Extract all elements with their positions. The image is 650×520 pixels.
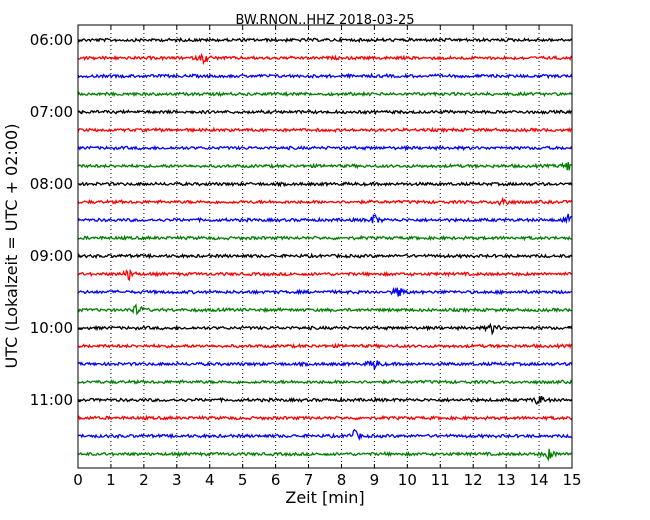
- trace-0745: [77, 161, 573, 171]
- y-axis-label: UTC (Lokalzeit = UTC + 02:00): [2, 124, 21, 369]
- trace-1045: [77, 378, 573, 385]
- trace-0900: [77, 252, 573, 260]
- y-tick-label: 11:00: [30, 391, 73, 409]
- x-tick-label: 3: [172, 471, 182, 489]
- trace-0630: [77, 72, 573, 80]
- trace-0700: [77, 108, 573, 116]
- trace-0815: [77, 196, 573, 207]
- trace-0800: [77, 181, 573, 188]
- trace-1030: [77, 360, 573, 370]
- trace-0930: [77, 286, 573, 297]
- x-tick-label: 7: [304, 471, 314, 489]
- x-tick-label: 13: [497, 471, 516, 489]
- y-tick-label: 08:00: [30, 175, 73, 193]
- trace-0600: [77, 36, 573, 44]
- x-tick-label: 4: [205, 471, 215, 489]
- y-tick-label: 09:00: [30, 247, 73, 265]
- grid-lines: [110, 25, 540, 468]
- x-tick-label: 12: [464, 471, 483, 489]
- y-tick-label: 10:00: [30, 319, 73, 337]
- x-tick-label: 15: [562, 471, 581, 489]
- trace-0715: [77, 126, 573, 134]
- trace-0830: [77, 213, 573, 225]
- trace-0945: [77, 303, 573, 316]
- x-tick-label: 11: [431, 471, 450, 489]
- chart-title: BW.RNON..HHZ 2018-03-25: [235, 13, 414, 28]
- x-tick-label: 9: [370, 471, 380, 489]
- x-tick-label: 6: [271, 471, 281, 489]
- x-tick-label: 10: [398, 471, 417, 489]
- trace-0845: [77, 234, 573, 242]
- x-tick-label: 14: [530, 471, 549, 489]
- trace-1115: [77, 414, 573, 422]
- x-tick-label: 2: [139, 471, 149, 489]
- trace-0615: [77, 52, 573, 66]
- x-axis-label: Zeit [min]: [285, 488, 364, 507]
- trace-group: [77, 36, 573, 462]
- trace-0915: [77, 268, 573, 282]
- trace-1100: [77, 395, 573, 405]
- trace-0645: [77, 90, 573, 98]
- x-tick-label: 0: [73, 471, 83, 489]
- trace-1000: [77, 322, 573, 336]
- x-tick-label: 8: [337, 471, 347, 489]
- y-tick-label: 07:00: [30, 103, 73, 121]
- x-tick-label: 5: [238, 471, 248, 489]
- trace-1130: [77, 428, 573, 442]
- trace-0730: [77, 144, 573, 152]
- y-tick-label: 06:00: [30, 31, 73, 49]
- x-tick-label: 1: [106, 471, 116, 489]
- trace-1145: [77, 448, 573, 462]
- axis-ticks: 0 1 2 3 4 5 6 7 8 9 10 11 12 13 14 1506:0007:0008:0009:…: [30, 25, 582, 489]
- trace-1015: [77, 342, 573, 350]
- plot-frame: [77, 24, 573, 469]
